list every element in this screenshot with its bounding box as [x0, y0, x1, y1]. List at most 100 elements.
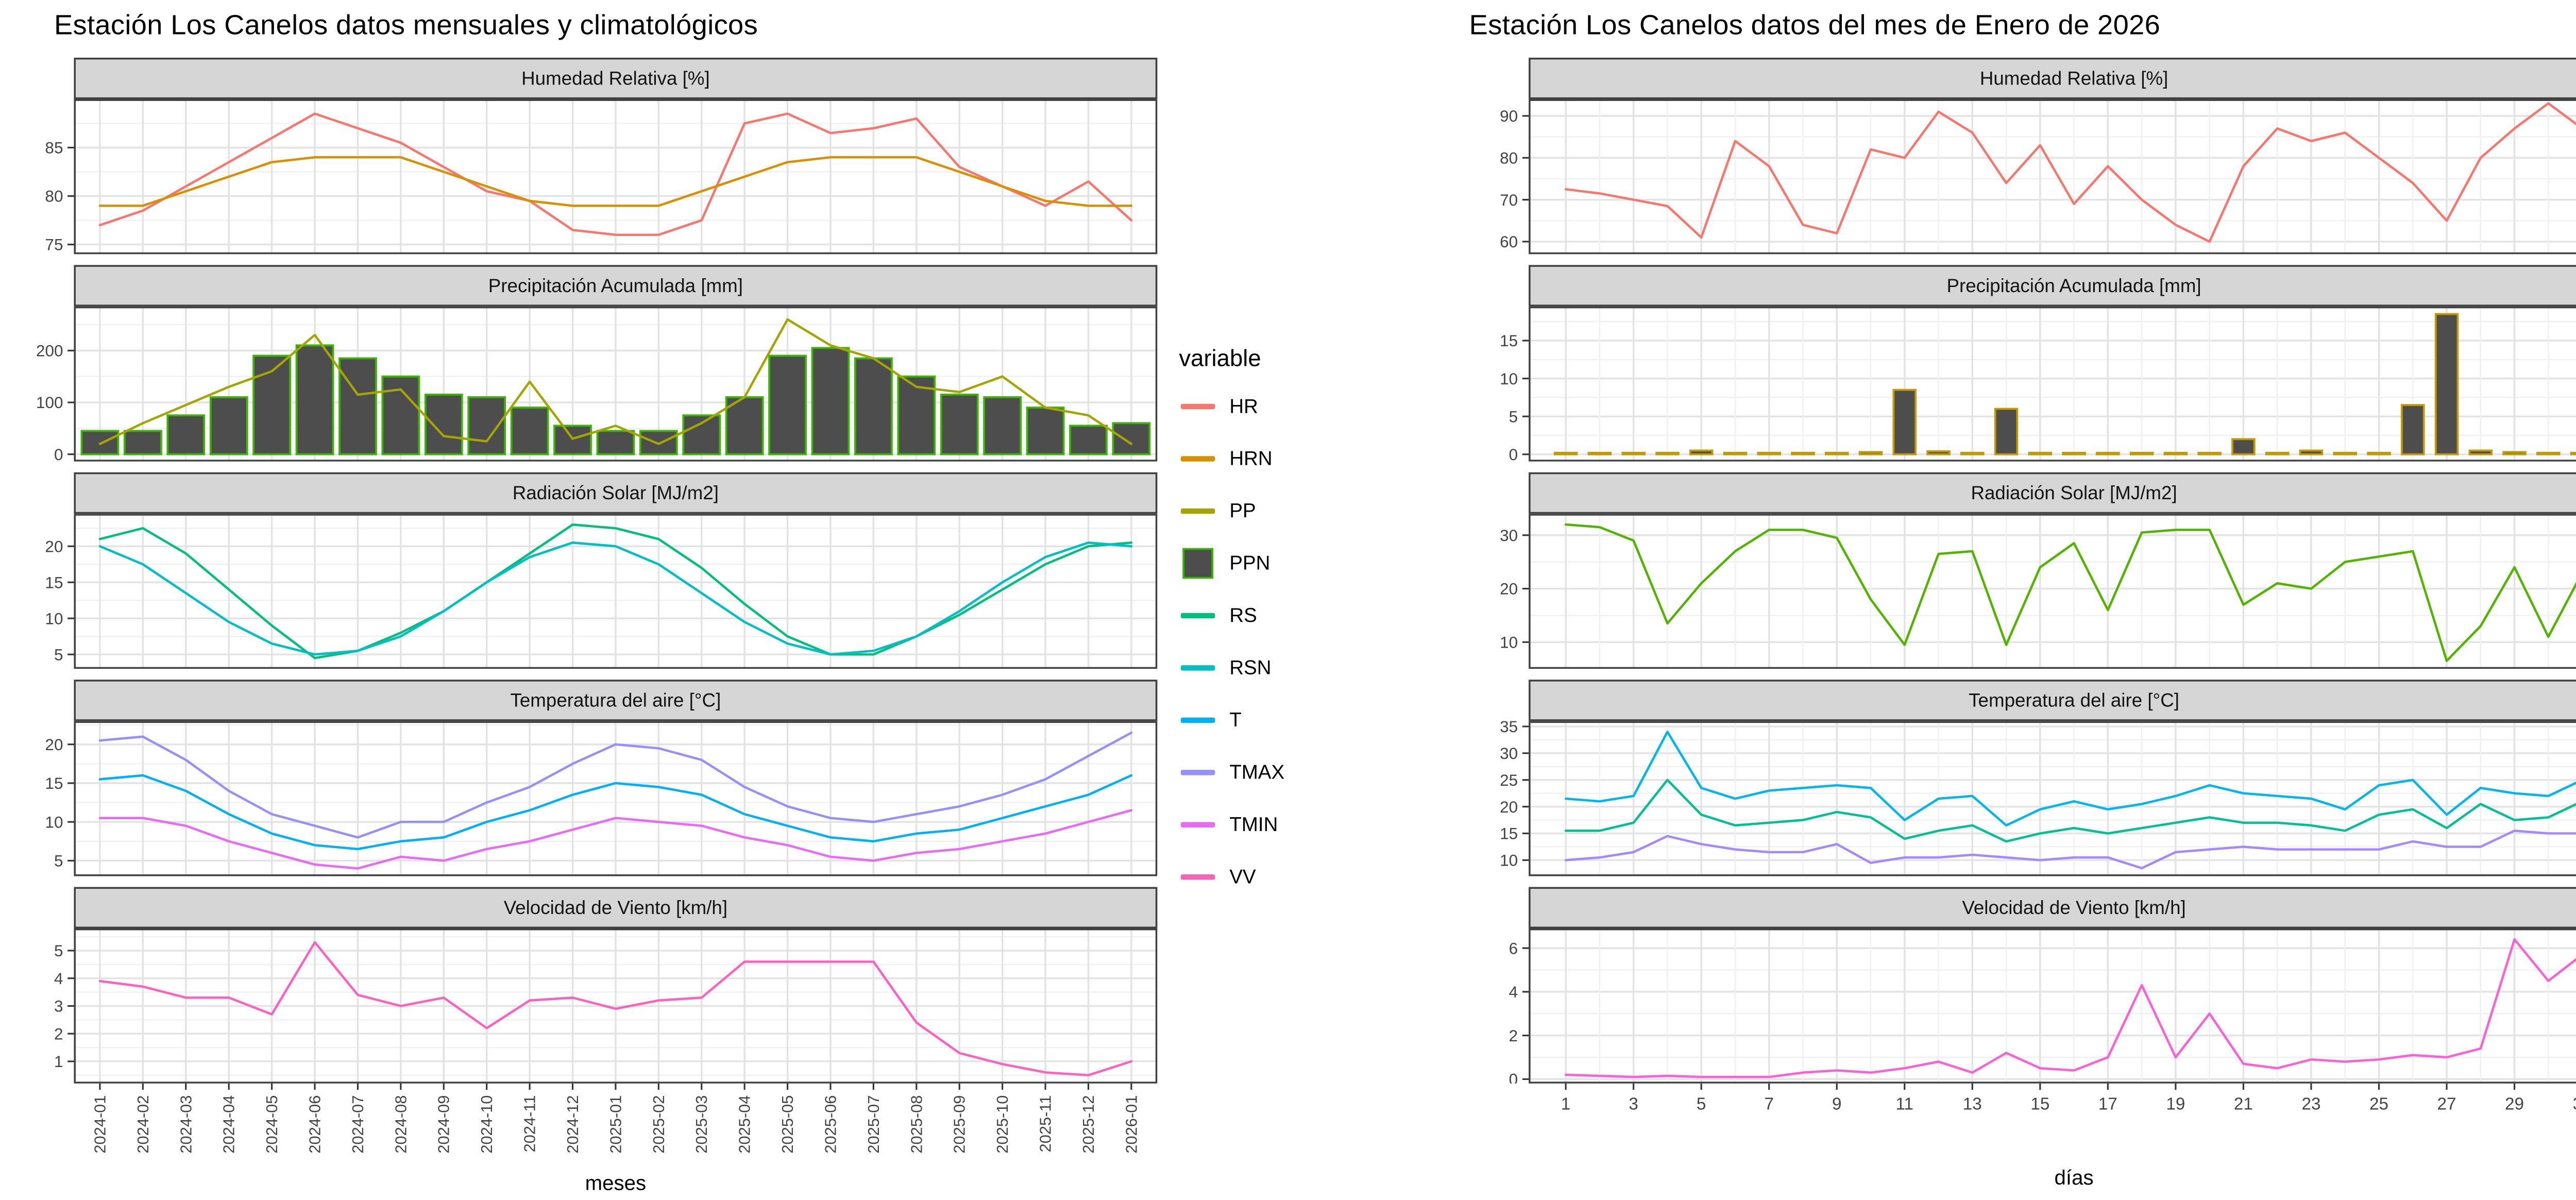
- x-tick-label: 2024-04: [220, 1095, 238, 1154]
- line-VV: [98, 941, 1133, 1077]
- y-tick-label: 70: [1500, 191, 1518, 209]
- x-tick-label: 5: [1697, 1095, 1706, 1114]
- x-tick-label: 21: [2234, 1095, 2253, 1114]
- figure-body: Humedad Relativa [%] 75 80 85 Precipitación …: [14, 57, 1358, 1195]
- bar-PPN: [897, 375, 936, 455]
- legend-key-line: [1179, 598, 1215, 634]
- y-tick-label: 30: [1500, 526, 1518, 545]
- legend-label: HRN: [1229, 448, 1273, 470]
- page-title: Estación Los Canelos datos del mes de En…: [1469, 10, 2161, 42]
- bar-PPN: [510, 407, 549, 455]
- bar-PP: [1655, 451, 1680, 455]
- bar-PPN: [467, 396, 506, 455]
- line-swatch: [1180, 770, 1214, 775]
- x-tick-label: 23: [2301, 1095, 2320, 1114]
- bar-PPN: [725, 396, 764, 455]
- x-tick-label: 2025-01: [606, 1095, 624, 1154]
- x-axis: 2024-01 2024-02 2024-03 2024-04 2024-05 2024-…: [91, 1083, 1140, 1154]
- x-tick-label: 31: [2573, 1095, 2576, 1114]
- bar-PPN: [1112, 422, 1151, 455]
- plot-area: Humedad Relativa [%] 60 70 80 90 Precipitació…: [1466, 57, 2576, 1190]
- facet-panel-4: 5 10 15 20: [45, 721, 1158, 876]
- facet-strip: Precipitación Acumulada [mm]: [1529, 265, 2576, 307]
- y-tick-label: 5: [54, 941, 63, 960]
- bar-PPN: [1069, 425, 1108, 455]
- facet-panel-2: 0 5 10 15: [1500, 306, 2576, 462]
- x-tick-label: 2024-02: [134, 1095, 152, 1154]
- bar-PP: [2468, 449, 2493, 455]
- legend-label: HR: [1229, 396, 1258, 418]
- line-swatch: [1180, 404, 1214, 409]
- bar-PP: [1689, 449, 1714, 455]
- facet-panel-1: 75 80 85: [45, 99, 1158, 255]
- bar-PP: [2434, 313, 2459, 455]
- bar-PPN: [940, 393, 979, 455]
- bar-PP: [1587, 451, 1612, 455]
- y-tick-label: 3: [54, 997, 63, 1016]
- line-swatch: [1180, 509, 1214, 514]
- figure-body: Humedad Relativa [%] 60 70 80 90 Precipitació…: [1466, 57, 2576, 1190]
- y-tick-label: 85: [45, 139, 63, 157]
- facet-panel-2: 0 100 200: [36, 306, 1158, 462]
- line-swatch: [1180, 666, 1214, 670]
- x-tick-label: 2025-04: [736, 1095, 754, 1154]
- x-tick-label: 7: [1764, 1095, 1773, 1114]
- line-TMAX: [98, 731, 1133, 839]
- figure-daily-january: Estación Los Canelos datos del mes de En…: [1466, 7, 2576, 1190]
- bar-PP: [2367, 451, 2391, 455]
- x-tick-label: 2025-10: [993, 1095, 1011, 1154]
- facet-strip: Precipitación Acumulada [mm]: [74, 265, 1158, 307]
- legend-key-line: [1179, 388, 1215, 425]
- y-tick-label: 1: [54, 1052, 63, 1071]
- y-tick-label: 60: [1500, 232, 1518, 251]
- legend-key-line: [1179, 859, 1215, 895]
- y-tick-label: 4: [54, 969, 63, 988]
- line-T: [98, 774, 1133, 851]
- x-tick-label: 13: [1963, 1095, 1982, 1114]
- x-axis: 135791113151719212325272931: [1561, 1083, 2576, 1114]
- y-tick-label: 10: [45, 609, 63, 628]
- y-tick-label: 10: [1500, 369, 1518, 388]
- legend-label: TMAX: [1229, 762, 1285, 784]
- bar-PPN: [381, 375, 420, 455]
- legend-item-PPN: PPN: [1179, 544, 1284, 583]
- bar-PPN: [166, 414, 206, 455]
- bar-swatch: [1181, 548, 1213, 579]
- bar-PP: [1824, 451, 1849, 455]
- bar-PPN: [768, 354, 807, 455]
- bar-PPN: [596, 430, 635, 455]
- legend-key-line: [1179, 441, 1215, 477]
- y-tick-label: 10: [45, 813, 63, 831]
- line-RS: [98, 523, 1133, 660]
- legend-item-HR: HR: [1179, 387, 1284, 427]
- bar-PPN: [1026, 407, 1065, 455]
- y-tick-label: 200: [36, 342, 63, 360]
- y-tick-label: 5: [1509, 407, 1518, 426]
- bar-PP: [2502, 451, 2527, 455]
- y-tick-label: 2: [1509, 1026, 1518, 1045]
- bar-PP: [2299, 449, 2324, 455]
- x-tick-label: 2025-06: [821, 1095, 839, 1154]
- facet-strip: Humedad Relativa [%]: [1529, 57, 2576, 99]
- facet-strip: Velocidad de Viento [km/h]: [74, 887, 1158, 928]
- x-tick-label: 2025-07: [865, 1095, 883, 1154]
- bar-PPN: [553, 425, 592, 455]
- bar-PP: [1858, 451, 1883, 455]
- legend-item-T: T: [1179, 700, 1284, 740]
- x-tick-label: 2024-06: [306, 1095, 324, 1154]
- facet-column: Humedad Relativa [%] 60 70 80 90 Precipitació…: [1466, 57, 2576, 1116]
- bar-PP: [2333, 451, 2358, 455]
- facet-strip: Radiación Solar [MJ/m2]: [1529, 472, 2576, 514]
- line-swatch: [1180, 822, 1214, 827]
- line-PP: [98, 318, 1133, 445]
- bar-PP: [2163, 451, 2188, 455]
- y-tick-label: 6: [1509, 939, 1518, 957]
- x-tick-label: 2024-07: [349, 1095, 367, 1154]
- line-swatch: [1180, 613, 1214, 618]
- legend-key-line: [1179, 807, 1215, 843]
- y-tick-label: 30: [1500, 744, 1518, 763]
- x-tick-label: 2026-01: [1122, 1095, 1140, 1154]
- legend-title: variable: [1179, 343, 1261, 371]
- y-tick-label: 2: [54, 1024, 63, 1043]
- y-tick-label: 10: [1500, 851, 1518, 870]
